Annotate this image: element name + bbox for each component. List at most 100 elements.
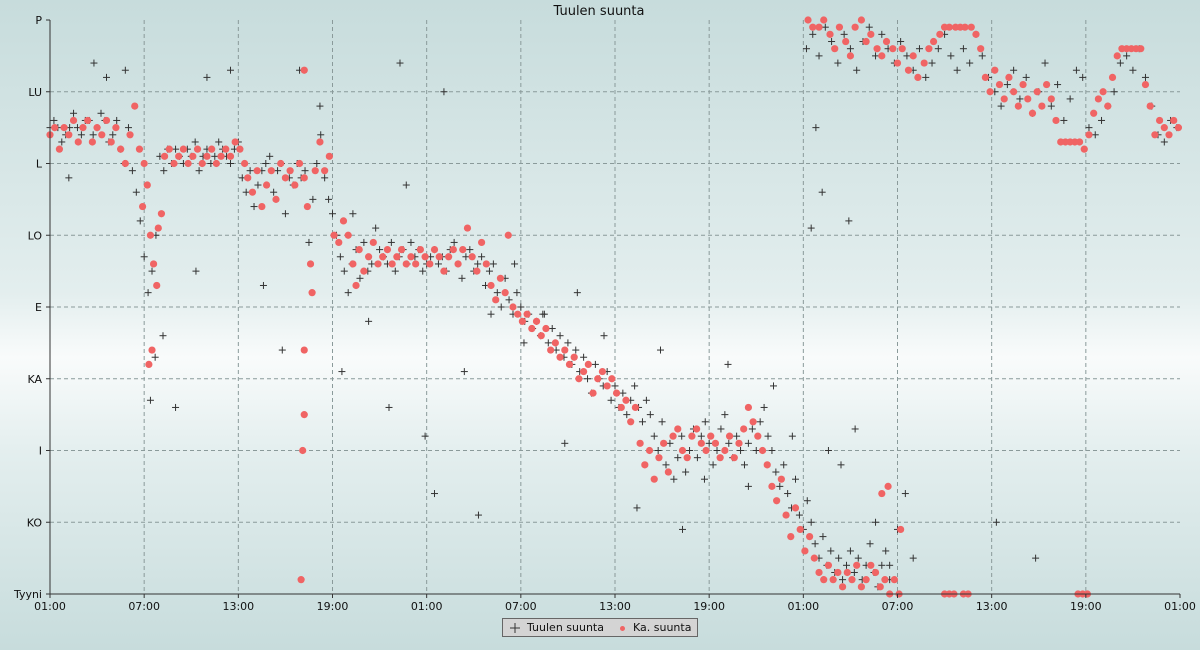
raw-point [1032,554,1040,562]
raw-point [807,224,815,232]
raw-point [211,152,219,160]
avg-point [379,253,387,261]
y-tick-label: I [39,445,42,458]
avg-point [806,533,814,541]
avg-point [777,475,785,483]
raw-point [764,432,772,440]
avg-point [226,152,235,160]
raw-point [834,59,842,67]
avg-point [867,30,875,38]
avg-point [397,246,406,254]
avg-point [1019,80,1027,89]
avg-point [862,37,870,46]
avg-point [198,159,206,168]
y-tick-label: L [36,158,43,171]
avg-point [267,167,275,175]
raw-point [811,540,819,548]
avg-point [967,23,975,31]
avg-point [631,403,640,412]
avg-point [1174,124,1183,132]
avg-point [487,281,495,290]
avg-point [65,131,73,139]
raw-point [387,238,395,246]
avg-point [1094,95,1102,103]
legend: Tuulen suunta Ka. suunta [502,618,698,637]
y-tick-label: Tyyni [13,588,42,601]
avg-point [149,260,158,268]
raw-point [172,145,180,153]
raw-point [725,439,733,447]
raw-point [349,210,357,218]
raw-point [1003,81,1011,89]
raw-point [1091,131,1099,139]
avg-point [650,475,658,483]
raw-point [517,303,525,311]
avg-point [824,561,833,569]
avg-point [1038,102,1046,110]
avg-series-ka-suunta [46,16,1183,598]
avg-point [311,167,319,175]
raw-point [897,38,905,46]
avg-point [212,159,220,168]
raw-point [419,267,427,275]
avg-point [1005,73,1013,81]
avg-point [851,23,859,31]
raw-point [259,281,267,289]
chart-title: Tuulen suunta [553,4,645,19]
raw-point [1072,66,1080,74]
avg-point [603,382,611,390]
raw-point [788,432,796,440]
avg-point [1099,88,1107,96]
raw-point [376,246,384,254]
raw-point [391,267,399,275]
raw-point [827,547,835,555]
avg-point [272,195,280,203]
raw-point [882,547,890,555]
avg-point [107,138,115,146]
raw-point [278,346,286,354]
avg-point [936,30,944,38]
raw-point [903,52,911,60]
avg-point [660,439,668,447]
avg-point [170,159,178,168]
raw-point [159,332,167,340]
avg-point [1033,88,1041,96]
avg-point [241,159,249,168]
avg-point [878,489,886,498]
raw-point [721,411,729,419]
raw-point [824,447,832,454]
avg-point [352,281,360,290]
avg-point [716,454,724,462]
grid-lines [50,20,1180,594]
raw-point [791,475,799,483]
avg-point [961,23,969,31]
avg-point [1075,138,1084,146]
raw-point [1016,95,1024,103]
avg-point [217,152,225,160]
raw-point [837,461,845,469]
raw-point [301,167,309,175]
raw-point [650,432,658,440]
raw-point [203,73,211,81]
avg-point [321,167,329,175]
raw-point [489,260,497,268]
y-axis-ticks: P LU L LO E KA I KO Tyyni [13,14,50,601]
avg-point [707,432,715,440]
raw-point [611,382,619,390]
avg-point [349,260,357,268]
avg-point [815,568,823,577]
raw-point [1098,116,1106,124]
raw-point [124,124,132,132]
raw-point [853,66,861,74]
legend-label-avg: Ka. suunta [633,621,692,634]
x-tick-label: 01:00 [787,600,819,613]
avg-point [542,324,550,333]
avg-point [547,346,555,354]
raw-point [770,382,778,390]
avg-point [914,73,922,81]
raw-point [654,447,662,454]
raw-point [678,432,686,440]
raw-point [776,482,784,490]
raw-point [631,382,639,390]
avg-point [782,511,790,519]
